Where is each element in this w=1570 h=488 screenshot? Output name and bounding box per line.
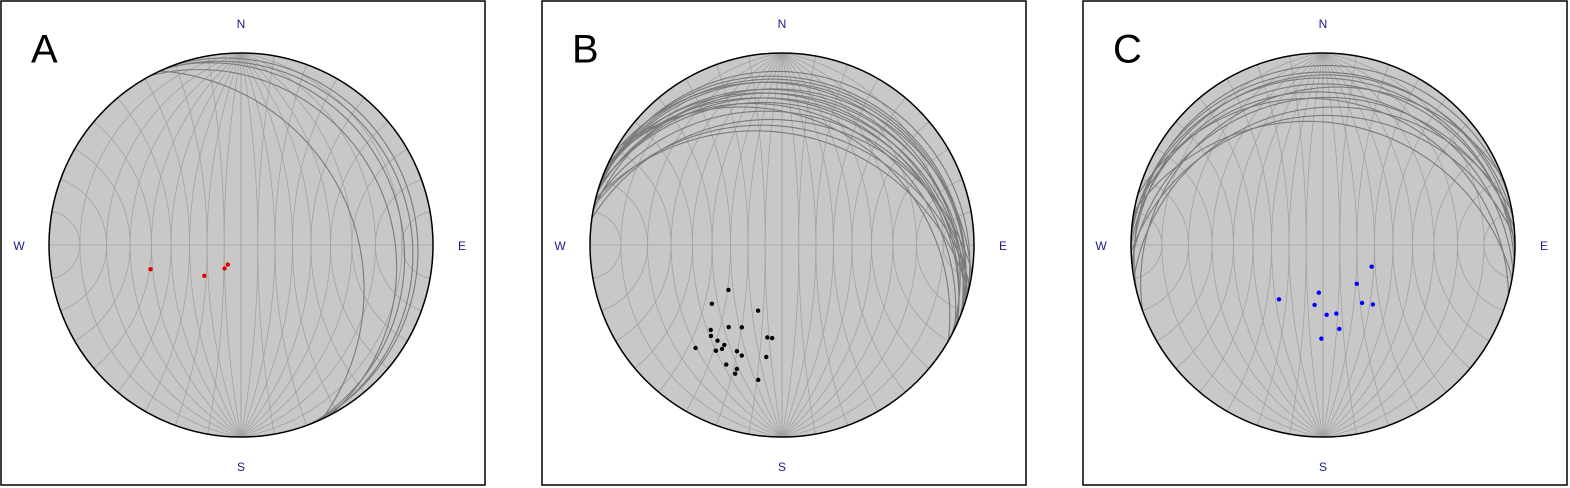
pole-point [765,335,770,340]
great-circle [1133,120,1513,279]
great-circle [150,69,398,415]
pole-point [1370,302,1376,307]
net-grid [590,52,974,438]
direction-label: S [237,460,245,474]
great-circle [595,130,969,292]
pole-point [1369,264,1374,269]
great-circle [1132,74,1514,272]
panel-label: A [31,28,58,72]
net-grid [49,52,433,438]
stereonet-panel: B N S W E [541,0,1027,486]
direction-label: W [1095,239,1107,253]
great-circle [1132,91,1514,272]
stereonet-panel: C N S W E [1082,0,1568,486]
pole-point [693,345,698,351]
great-circle [612,81,961,336]
pole-point [709,301,715,307]
pole-point [756,377,761,383]
pole-point [225,262,231,267]
great-circle [601,78,967,311]
great-circle [607,92,960,327]
pole-point [1359,300,1365,306]
great-circle [159,70,365,420]
pole-point [726,287,731,293]
direction-label: E [999,239,1007,253]
great-circle [1140,86,1504,311]
pole-point [734,366,740,372]
direction-label: E [458,239,466,253]
pole-point [708,333,714,339]
primitive-outline [48,52,434,438]
pole-point [739,353,744,358]
great-circle [1130,71,1516,252]
pole-point [148,267,153,272]
primitive-outline [1130,52,1516,438]
great-circle [592,88,972,279]
great-circle [603,75,967,318]
pole-point [708,327,713,333]
direction-label: W [554,239,566,253]
great-circle [1131,96,1515,262]
pole-point [732,371,738,376]
great-circle [168,62,406,424]
great-circle [1133,106,1513,279]
panel-label: C [1113,28,1142,72]
stereonet-panel: A N S W E [0,0,486,486]
great-circle [175,57,419,426]
pole-point [715,338,720,343]
great-circle [1133,64,1509,295]
pole-point [222,266,227,271]
direction-label: N [1319,17,1328,31]
pole-point [764,354,769,360]
direction-label: N [778,17,787,31]
great-circle [593,124,971,286]
pole-point [722,342,727,348]
primitive-outline [589,52,975,438]
pole-point [1312,302,1317,308]
pole-point [1337,326,1342,332]
pole-point [1324,312,1329,317]
direction-label: S [1319,460,1327,474]
great-circle [1131,77,1515,262]
great-circle [594,110,970,289]
great-circle [597,97,967,302]
direction-label: S [778,460,786,474]
direction-label: W [13,239,25,253]
panel-label: B [572,28,599,72]
great-circle [615,106,951,342]
great-circle [602,88,964,314]
great-circle [162,60,414,421]
pole-point [1334,311,1339,316]
pole-point [1354,281,1359,287]
pole-point [739,325,745,330]
pole-point [202,273,207,278]
great-circle [1130,114,1516,252]
pole-point [1276,297,1282,302]
pole-point [770,335,775,341]
pole-point [755,308,761,313]
direction-label: E [1540,239,1548,253]
pole-point [719,346,725,352]
great-circle [1137,97,1510,295]
direction-label: N [237,17,246,31]
pole-point [724,362,729,367]
pole-point [1319,336,1324,341]
great-circle [599,81,967,308]
pole-point [1316,290,1322,295]
pole-point [726,324,731,330]
pole-point [713,348,719,353]
pole-point [734,348,740,354]
